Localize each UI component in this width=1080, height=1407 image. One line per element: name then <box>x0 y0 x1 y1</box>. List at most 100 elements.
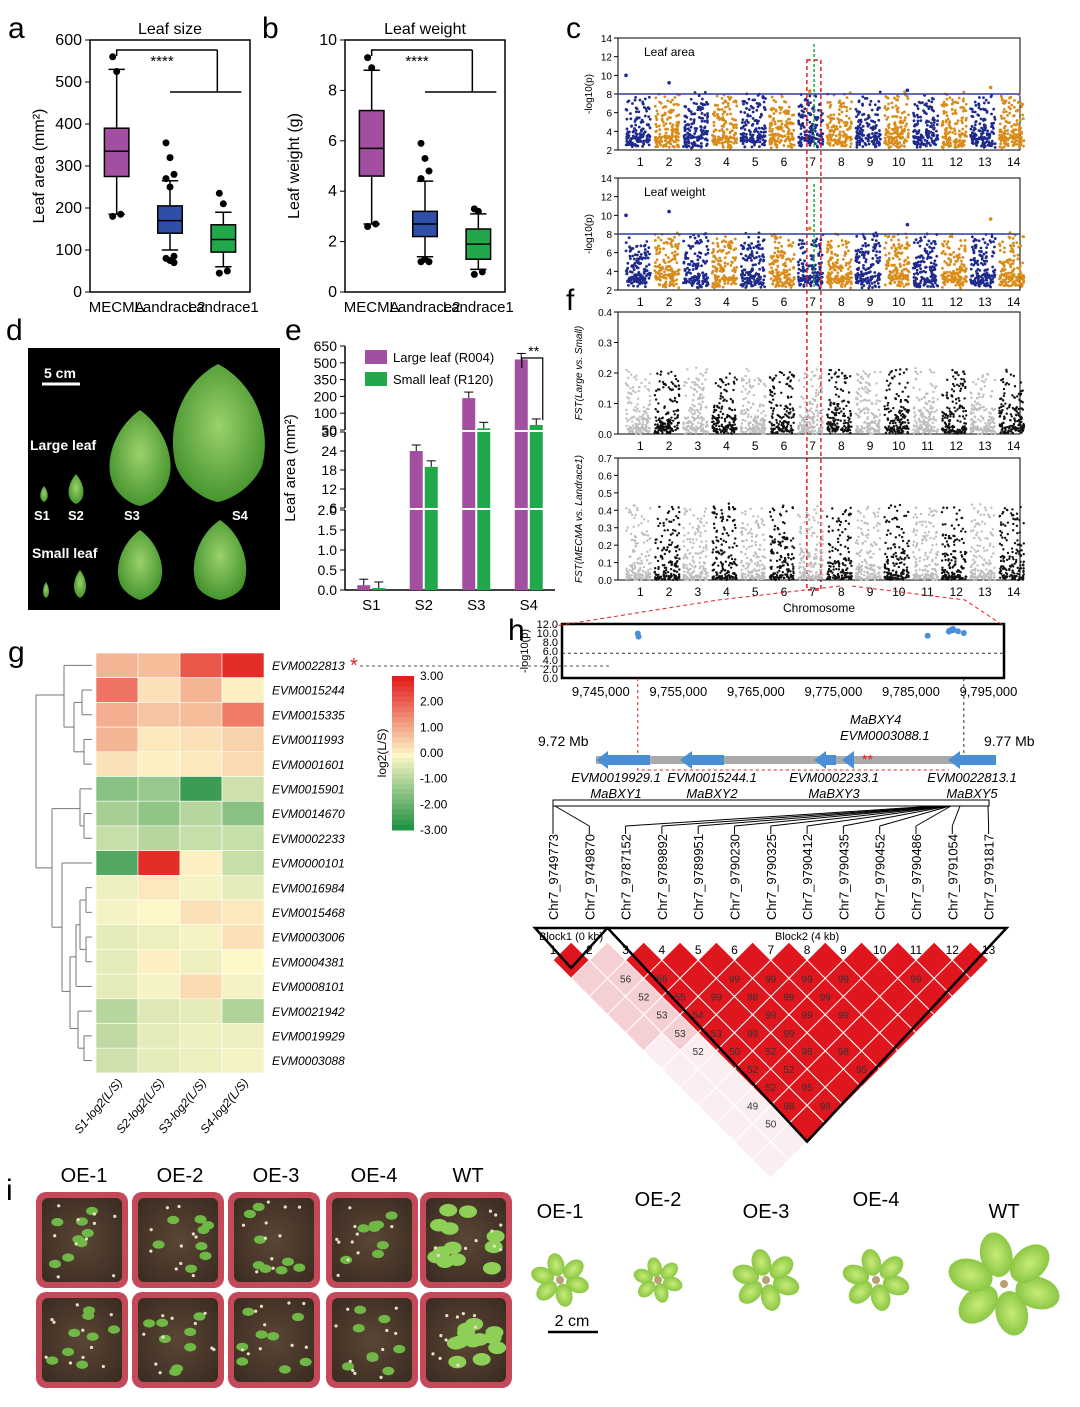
fst-point <box>642 416 646 420</box>
snp-point <box>666 264 669 268</box>
snp-point <box>705 245 709 248</box>
fst-point <box>775 403 778 407</box>
snp-point <box>1016 253 1020 257</box>
snp-point <box>629 276 633 280</box>
fst-point <box>733 376 737 379</box>
snp-point <box>960 116 964 120</box>
snp-point <box>946 245 950 249</box>
snp-point <box>845 136 849 140</box>
snp-point <box>634 135 638 139</box>
snp-point <box>906 128 910 132</box>
snp-point <box>891 115 895 118</box>
snp-point <box>850 122 853 125</box>
snp-point <box>884 241 888 245</box>
snp-point <box>871 238 874 242</box>
fst-point <box>752 419 755 422</box>
snp-point <box>630 142 634 146</box>
snp-point <box>682 145 685 148</box>
snp-point <box>886 143 890 147</box>
snp-point <box>925 112 928 116</box>
snp-point <box>750 137 754 141</box>
fst-point <box>750 386 753 389</box>
snp-point <box>972 250 976 253</box>
snp-point <box>789 142 792 146</box>
fst-point <box>685 381 688 385</box>
snp-point <box>1006 142 1010 146</box>
snp-point <box>868 103 872 106</box>
fst-point <box>730 408 734 412</box>
snp-point <box>725 277 729 281</box>
y-axis-label: FST(Large vs. Small) <box>574 326 585 420</box>
snp-point <box>747 97 751 101</box>
snp-point <box>1004 110 1008 114</box>
snp-point <box>754 263 757 267</box>
snp-point <box>903 127 907 131</box>
fst-point <box>634 391 637 394</box>
chromosome-label: 1 <box>637 155 644 169</box>
snp-point <box>897 245 901 249</box>
snp-point <box>759 257 762 261</box>
snp-point <box>1021 235 1025 238</box>
fst-point <box>704 405 707 409</box>
snp-point <box>683 268 687 272</box>
fst-point <box>746 415 750 419</box>
fst-point <box>712 429 715 432</box>
snp-point <box>827 133 831 136</box>
fst-point <box>663 428 666 432</box>
snp-point <box>837 112 841 116</box>
snp-point <box>864 268 868 272</box>
snp-point <box>919 138 923 141</box>
fst-point <box>757 377 760 380</box>
snp-point <box>775 145 779 149</box>
snp-point <box>748 278 752 282</box>
snp-point <box>874 135 878 138</box>
fst-point <box>626 427 629 431</box>
snp-point <box>788 273 791 276</box>
fst-point <box>654 423 657 426</box>
snp-point <box>955 268 959 272</box>
snp-point <box>897 238 901 242</box>
snp-point <box>950 107 954 111</box>
snp-point <box>830 125 834 129</box>
snp-point <box>866 250 870 254</box>
y-tick-label: 10 <box>601 211 613 222</box>
snp-point <box>780 95 784 99</box>
snp-point <box>1021 261 1025 265</box>
panel-letter-a: a <box>8 12 25 45</box>
snp-point <box>899 264 902 268</box>
snp-point <box>1000 98 1004 102</box>
snp-point <box>783 134 787 138</box>
snp-point <box>788 258 792 261</box>
snp-point <box>1006 114 1009 117</box>
fst-point <box>770 406 773 410</box>
snp-point <box>982 123 986 127</box>
fst-point <box>671 388 674 391</box>
snp-point <box>670 245 674 248</box>
snp-point <box>877 106 881 109</box>
snp-point <box>633 98 637 102</box>
snp-point <box>932 140 936 144</box>
snp-point <box>827 260 830 264</box>
snp-point <box>720 96 724 100</box>
snp-point <box>780 135 784 138</box>
snp-point <box>745 101 749 105</box>
snp-point <box>896 110 900 114</box>
snp-point <box>699 128 703 132</box>
snp-point <box>940 124 944 127</box>
fst-point <box>740 426 744 430</box>
snp-point <box>784 139 787 143</box>
snp-point <box>936 114 940 118</box>
fst-point <box>749 406 753 409</box>
fst-point <box>640 415 644 418</box>
snp-point <box>716 275 720 279</box>
snp-point <box>744 254 748 258</box>
snp-point <box>928 245 932 249</box>
snp-point <box>886 115 890 119</box>
snp-point <box>639 140 643 143</box>
snp-point <box>806 139 809 143</box>
fst-point <box>642 426 645 429</box>
snp-point <box>930 278 934 282</box>
y-tick-label: 200 <box>55 200 82 217</box>
snp-point <box>1017 135 1021 139</box>
snp-point <box>932 127 936 131</box>
